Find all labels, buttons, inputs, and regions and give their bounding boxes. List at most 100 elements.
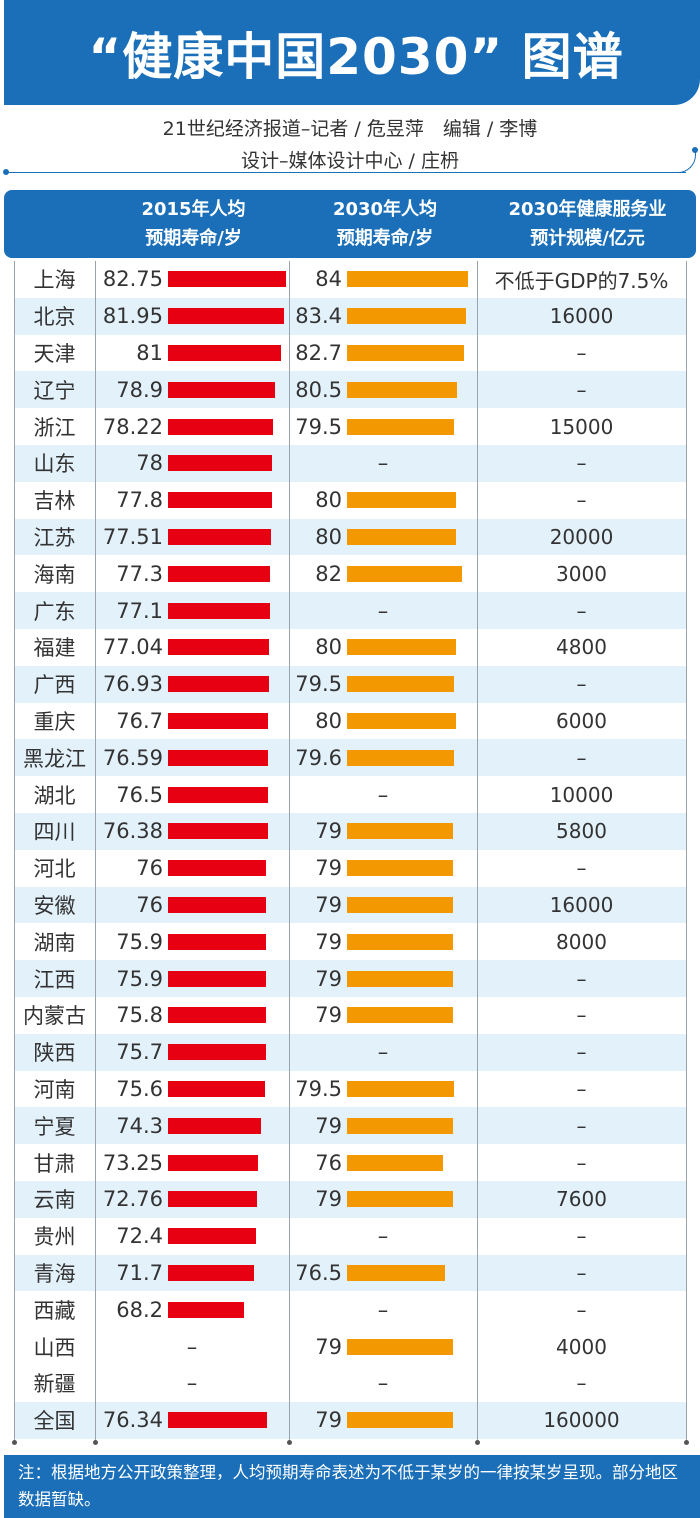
bar-2030 bbox=[347, 565, 462, 582]
divider-end-dot bbox=[12, 1440, 17, 1445]
region-name: 广东 bbox=[33, 599, 76, 624]
bar-2015 bbox=[168, 602, 270, 619]
bar-2030 bbox=[347, 1264, 445, 1281]
table-row: 江西 75.9 79 – bbox=[14, 960, 686, 997]
header-text: 预计规模/亿元 bbox=[530, 228, 645, 249]
table-row: 陕西 75.7 – – bbox=[14, 1033, 686, 1071]
bar-2015 bbox=[168, 933, 267, 950]
life-expectancy-2015: 82.75 bbox=[102, 267, 163, 292]
life-expectancy-2015: 76.34 bbox=[102, 1408, 163, 1433]
bar-2015 bbox=[168, 1080, 266, 1097]
health-service-scale: – bbox=[576, 598, 587, 623]
bar-2030 bbox=[347, 712, 456, 729]
table-row: 湖北 76.5 – 10000 bbox=[14, 776, 686, 813]
life-expectancy-2030: 83.4 bbox=[295, 304, 342, 329]
bar-2015 bbox=[168, 786, 268, 803]
bar-2030 bbox=[347, 344, 464, 361]
region-name: 吉林 bbox=[33, 489, 76, 514]
bar-2015 bbox=[168, 896, 267, 913]
table-row: 新疆 – – – bbox=[14, 1365, 686, 1402]
bar-2015 bbox=[168, 970, 267, 987]
table-row: 山西 – 79 4000 bbox=[14, 1328, 686, 1365]
life-expectancy-2015: 78.22 bbox=[102, 414, 163, 439]
region-name: 上海 bbox=[33, 268, 76, 293]
health-service-scale: – bbox=[576, 1113, 587, 1138]
life-expectancy-2030: – bbox=[377, 1371, 389, 1396]
life-expectancy-2030: – bbox=[377, 451, 389, 476]
health-service-scale: – bbox=[576, 1224, 587, 1249]
region-name: 福建 bbox=[33, 636, 76, 661]
bar-2030 bbox=[347, 308, 467, 325]
life-expectancy-2015: – bbox=[186, 1371, 198, 1396]
life-expectancy-2015: 81.95 bbox=[102, 304, 163, 329]
life-expectancy-2015: 71.7 bbox=[116, 1260, 163, 1285]
bar-2015 bbox=[168, 749, 269, 766]
health-service-scale: 4800 bbox=[556, 635, 607, 660]
table-row: 山东 78 – – bbox=[14, 444, 686, 482]
table-row: 河北 76 79 – bbox=[14, 850, 686, 887]
life-expectancy-2030: 80 bbox=[315, 708, 342, 733]
life-expectancy-2015: 75.6 bbox=[116, 1076, 163, 1101]
life-expectancy-2015: 77.8 bbox=[116, 488, 163, 513]
table-row: 海南 77.3 82 3000 bbox=[14, 555, 686, 592]
bar-2015 bbox=[168, 1228, 256, 1245]
divider-end-dot bbox=[93, 1440, 98, 1445]
bar-2030 bbox=[347, 1191, 453, 1208]
table-row: 全国 76.34 79 160000 bbox=[14, 1401, 686, 1439]
region-name: 天津 bbox=[33, 341, 76, 366]
life-expectancy-2030: 79 bbox=[315, 819, 342, 844]
life-expectancy-2015: – bbox=[186, 1334, 198, 1359]
health-service-scale: – bbox=[576, 377, 587, 402]
life-expectancy-2030: 76 bbox=[315, 1150, 342, 1175]
bar-2030 bbox=[347, 1154, 444, 1171]
column-divider bbox=[686, 261, 687, 1441]
table-row: 河南 75.6 79.5 – bbox=[14, 1071, 686, 1108]
life-expectancy-2030: 79 bbox=[315, 1003, 342, 1028]
table-row: 青海 71.7 76.5 – bbox=[14, 1254, 686, 1292]
life-expectancy-2030: – bbox=[377, 1040, 389, 1065]
title-banner: “健康中国2030” 图谱 bbox=[4, 0, 700, 105]
bar-2030 bbox=[347, 271, 468, 288]
bar-2015 bbox=[168, 1412, 268, 1429]
life-expectancy-2030: 79 bbox=[315, 966, 342, 991]
table-row: 甘肃 73.25 76 – bbox=[14, 1144, 686, 1181]
health-service-scale: 16000 bbox=[549, 304, 614, 329]
bar-2015 bbox=[168, 1007, 266, 1024]
life-expectancy-2015: 78.9 bbox=[116, 377, 163, 402]
health-service-scale: 20000 bbox=[549, 524, 614, 549]
life-expectancy-2030: 84 bbox=[315, 267, 342, 292]
divider-end-dot bbox=[475, 1440, 480, 1445]
life-expectancy-2030: 82.7 bbox=[295, 340, 342, 365]
bar-2015 bbox=[168, 418, 273, 435]
health-service-scale: 不低于GDP的7.5% bbox=[494, 268, 669, 293]
life-expectancy-2015: 72.76 bbox=[102, 1187, 163, 1212]
life-expectancy-2015: 75.8 bbox=[116, 1003, 163, 1028]
data-table: 上海 82.75 84 不低于GDP的7.5% 北京 81.95 83.4 16000 天津 81… bbox=[14, 261, 686, 1439]
bar-2030 bbox=[347, 749, 455, 766]
table-row: 广东 77.1 – – bbox=[14, 592, 686, 629]
health-service-scale: – bbox=[576, 672, 587, 697]
bar-2030 bbox=[347, 1007, 453, 1024]
bar-2030 bbox=[347, 1338, 453, 1355]
life-expectancy-2015: 73.25 bbox=[102, 1150, 163, 1175]
health-service-scale: 160000 bbox=[543, 1408, 620, 1433]
life-expectancy-2015: 77.51 bbox=[102, 524, 163, 549]
life-expectancy-2015: 76.93 bbox=[102, 672, 163, 697]
life-expectancy-2015: 74.3 bbox=[116, 1113, 163, 1138]
bar-2030 bbox=[347, 823, 453, 840]
bar-2030 bbox=[347, 896, 453, 913]
health-service-scale: 16000 bbox=[549, 892, 614, 917]
life-expectancy-2030: 79 bbox=[315, 929, 342, 954]
life-expectancy-2030: 80.5 bbox=[295, 377, 342, 402]
life-expectancy-2030: – bbox=[377, 598, 389, 623]
table-row: 云南 72.76 79 7600 bbox=[14, 1180, 686, 1218]
life-expectancy-2015: 72.4 bbox=[116, 1224, 163, 1249]
region-name: 湖南 bbox=[33, 930, 76, 955]
bar-2030 bbox=[347, 676, 455, 693]
life-expectancy-2015: 76.38 bbox=[102, 819, 163, 844]
health-service-scale: – bbox=[576, 1003, 587, 1028]
life-expectancy-2030: 80 bbox=[315, 635, 342, 660]
region-name: 四川 bbox=[33, 820, 76, 845]
life-expectancy-2015: 75.9 bbox=[116, 966, 163, 991]
life-expectancy-2030: 80 bbox=[315, 524, 342, 549]
